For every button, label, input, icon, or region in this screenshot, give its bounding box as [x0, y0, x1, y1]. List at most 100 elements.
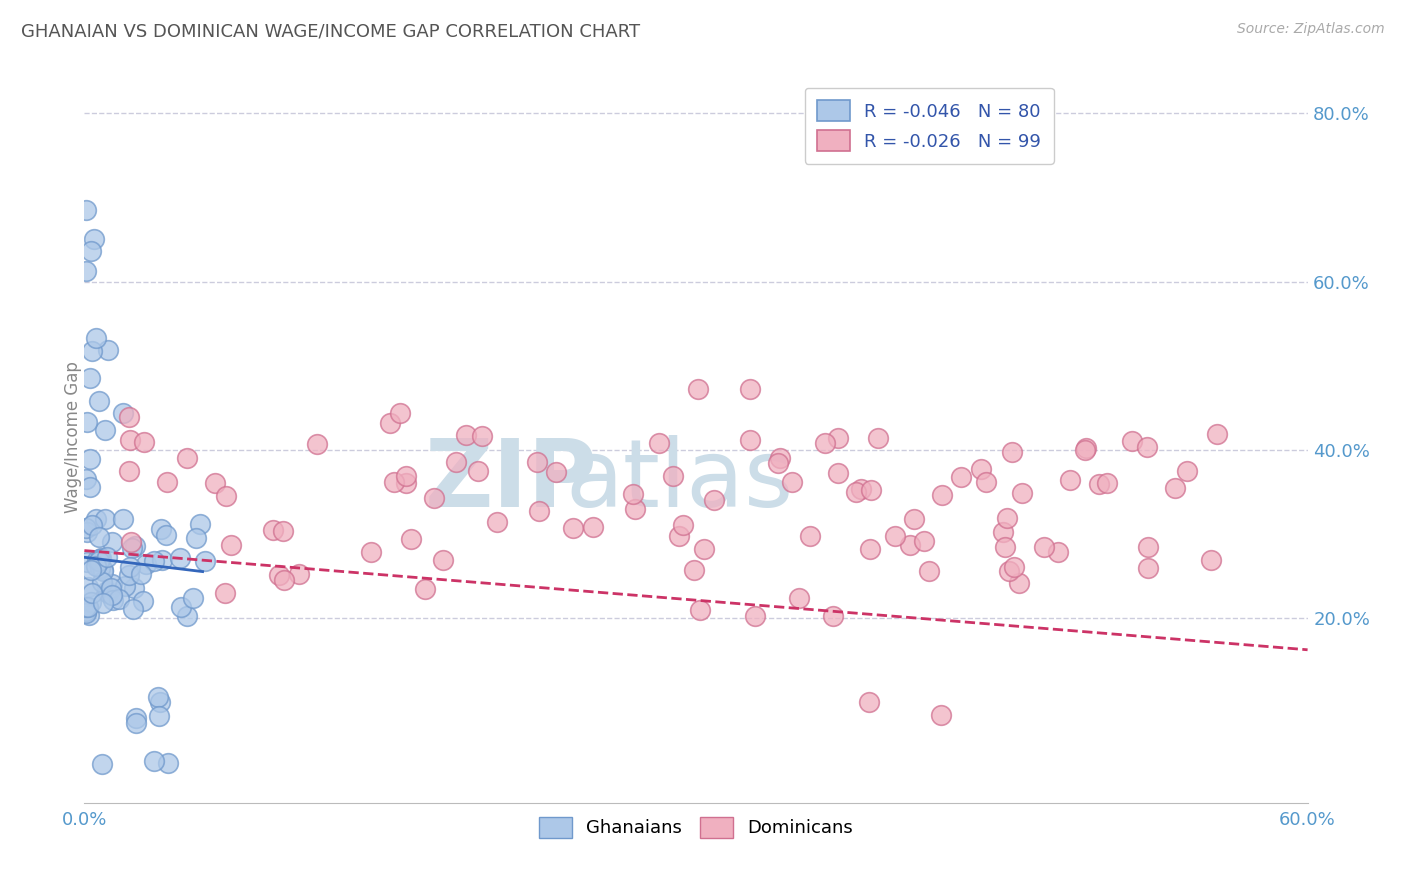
Point	[118, 409, 141, 424]
Point	[132, 434, 155, 449]
Point	[169, 551, 191, 566]
Point	[624, 502, 647, 516]
Point	[485, 516, 508, 530]
Point	[76, 555, 98, 569]
Point	[423, 491, 446, 505]
Point	[219, 538, 242, 552]
Text: GHANAIAN VS DOMINICAN WAGE/INCOME GAP CORRELATION CHART: GHANAIAN VS DOMINICAN WAGE/INCOME GAP CO…	[21, 22, 640, 40]
Point	[860, 483, 883, 498]
Point	[176, 609, 198, 624]
Point	[949, 470, 972, 484]
Point	[780, 475, 803, 489]
Point	[526, 455, 548, 469]
Point	[143, 754, 166, 768]
Point	[912, 533, 935, 548]
Point	[1206, 426, 1229, 441]
Point	[75, 521, 97, 535]
Point	[122, 601, 145, 615]
Point	[866, 431, 889, 445]
Point	[76, 524, 98, 539]
Point	[661, 469, 683, 483]
Point	[689, 603, 711, 617]
Point	[190, 517, 212, 532]
Point	[744, 609, 766, 624]
Point	[155, 475, 177, 489]
Point	[87, 393, 110, 408]
Point	[101, 592, 124, 607]
Point	[995, 510, 1018, 524]
Point	[120, 535, 142, 549]
Point	[91, 563, 114, 577]
Point	[768, 456, 790, 470]
Point	[378, 416, 401, 430]
Point	[93, 596, 115, 610]
Point	[84, 330, 107, 344]
Point	[75, 599, 97, 614]
Point	[467, 464, 489, 478]
Point	[827, 466, 849, 480]
Point	[307, 437, 329, 451]
Point	[683, 563, 706, 577]
Y-axis label: Wage/Income Gap: Wage/Income Gap	[65, 361, 82, 513]
Point	[703, 492, 725, 507]
Point	[156, 756, 179, 770]
Point	[118, 433, 141, 447]
Point	[75, 202, 97, 217]
Point	[150, 553, 173, 567]
Point	[215, 489, 238, 503]
Point	[114, 579, 136, 593]
Point	[1074, 443, 1097, 458]
Point	[101, 535, 124, 549]
Point	[75, 472, 97, 486]
Point	[79, 595, 101, 609]
Point	[738, 383, 761, 397]
Point	[648, 436, 671, 450]
Point	[214, 586, 236, 600]
Point	[131, 566, 153, 581]
Point	[1032, 540, 1054, 554]
Point	[75, 604, 97, 618]
Point	[974, 475, 997, 489]
Point	[582, 520, 605, 534]
Point	[112, 405, 135, 419]
Point	[1001, 445, 1024, 459]
Point	[768, 450, 790, 465]
Point	[1088, 477, 1111, 491]
Point	[1046, 545, 1069, 559]
Point	[1059, 474, 1081, 488]
Point	[148, 690, 170, 704]
Point	[111, 512, 134, 526]
Point	[432, 553, 454, 567]
Point	[124, 715, 146, 730]
Point	[83, 232, 105, 246]
Point	[149, 695, 172, 709]
Point	[1164, 481, 1187, 495]
Point	[170, 600, 193, 615]
Point	[668, 528, 690, 542]
Point	[561, 521, 583, 535]
Point	[89, 561, 111, 575]
Point	[97, 343, 120, 358]
Point	[80, 343, 103, 358]
Point	[884, 529, 907, 543]
Point	[118, 567, 141, 582]
Point	[672, 517, 695, 532]
Point	[86, 559, 108, 574]
Point	[1136, 440, 1159, 454]
Point	[273, 573, 295, 587]
Point	[1097, 475, 1119, 490]
Point	[118, 559, 141, 574]
Point	[267, 568, 290, 582]
Point	[787, 591, 810, 606]
Point	[132, 594, 155, 608]
Point	[101, 588, 124, 602]
Point	[89, 554, 111, 568]
Point	[94, 512, 117, 526]
Point	[97, 586, 120, 600]
Point	[821, 609, 844, 624]
Point	[444, 454, 467, 468]
Point	[1175, 464, 1198, 478]
Point	[970, 461, 993, 475]
Point	[845, 484, 868, 499]
Point	[90, 575, 112, 590]
